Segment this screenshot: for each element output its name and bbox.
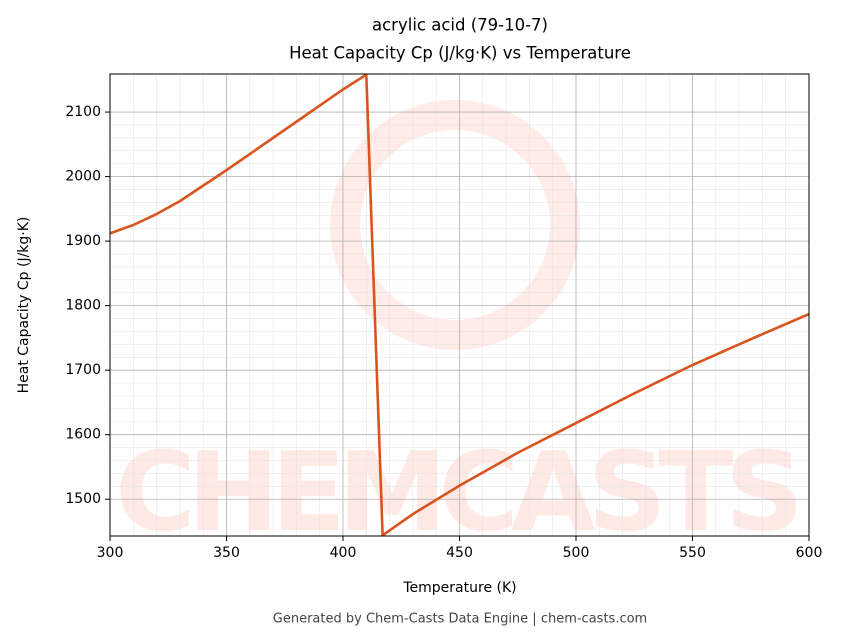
y-tick-label: 1800	[65, 298, 101, 314]
plot-frame	[109, 73, 810, 537]
x-axis-label: Temperature (K)	[402, 580, 516, 596]
x-tick-label: 350	[213, 545, 240, 561]
y-tick-label: 2000	[65, 169, 101, 185]
x-tick-label: 500	[563, 545, 590, 561]
y-tick-label: 1500	[65, 491, 101, 507]
y-tick-label: 1600	[65, 427, 101, 443]
chart-title: acrylic acid (79-10-7)	[372, 16, 548, 35]
x-tick-label: 400	[330, 545, 357, 561]
y-tick-label: 2100	[65, 104, 101, 120]
x-tick-label: 300	[97, 545, 124, 561]
x-tick-label: 450	[446, 545, 473, 561]
y-axis-label: Heat Capacity Cp (J/kg·K)	[16, 217, 32, 394]
x-tick-label: 550	[679, 545, 706, 561]
y-tick-label: 1700	[65, 362, 101, 378]
chart-subtitle: Heat Capacity Cp (J/kg·K) vs Temperature	[289, 44, 631, 63]
watermark-logo	[330, 100, 580, 350]
data-line	[110, 74, 809, 536]
x-tick-label: 600	[796, 545, 823, 561]
y-tick-label: 1900	[65, 233, 101, 249]
footer: Generated by Chem-Casts Data Engine | ch…	[273, 612, 647, 627]
